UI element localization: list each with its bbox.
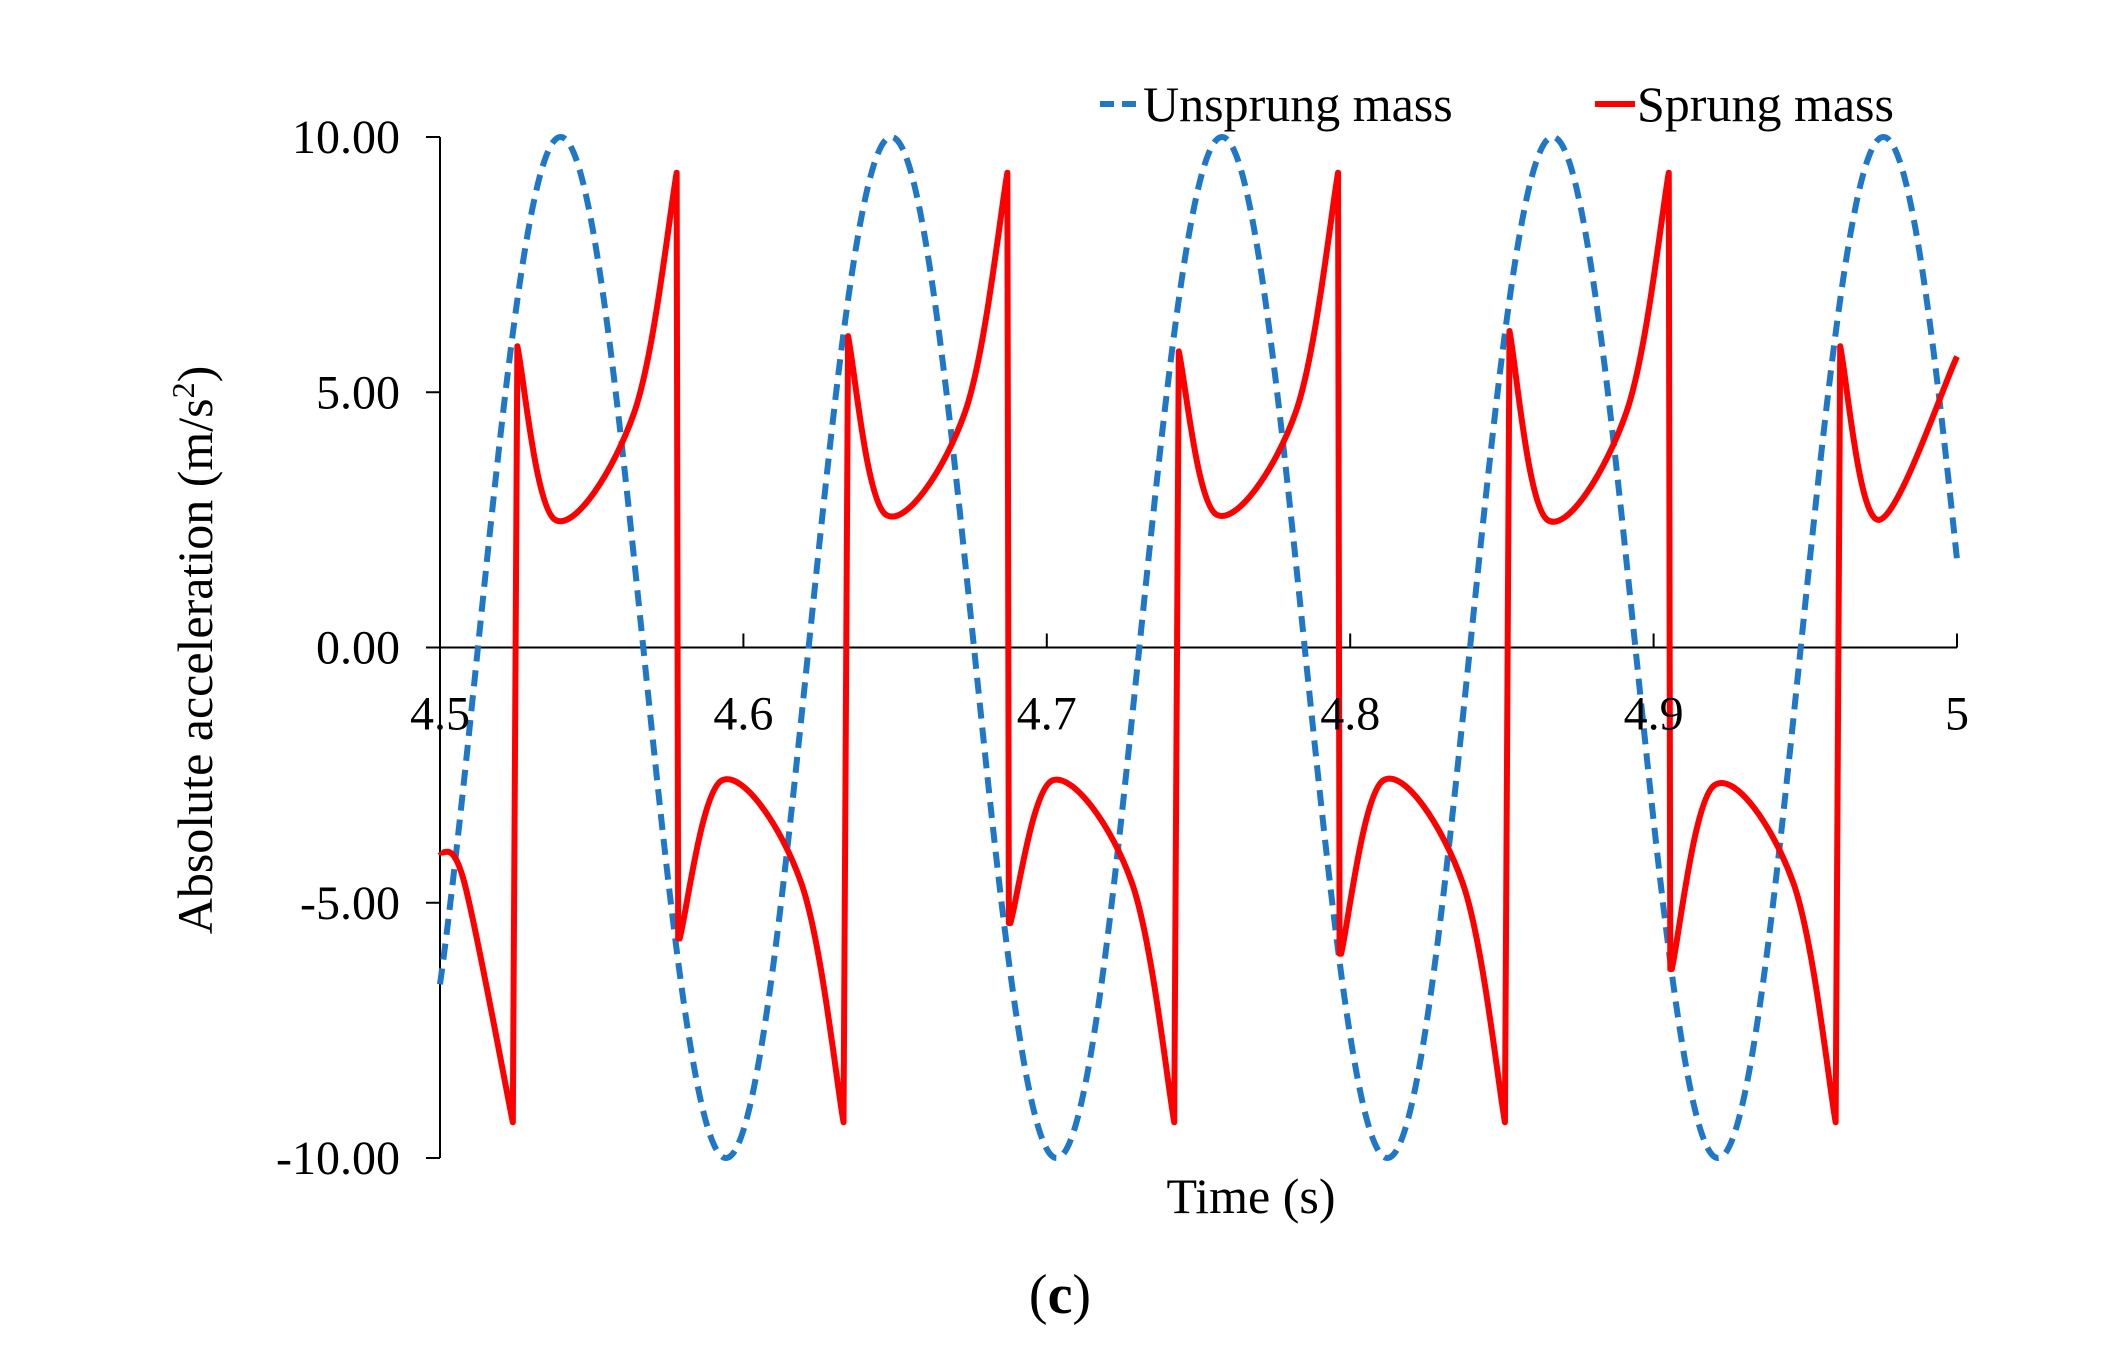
y-axis-title-suffix: ): [167, 366, 223, 383]
legend-unsprung-label: Unsprung mass: [1143, 76, 1453, 132]
y-axis-title-superscript: 2: [165, 382, 201, 398]
x-tick-label: 4.8: [1320, 688, 1380, 741]
x-tick-label: 5: [1945, 688, 1969, 741]
panel-label-open: (: [1029, 1264, 1048, 1326]
series-sprung-mass-line: [437, 169, 1960, 1126]
y-tick-label: 5.00: [316, 366, 400, 419]
y-axis-title-main: Absolute acceleration (m/s: [167, 398, 223, 934]
legend: Unsprung mass Sprung mass: [1100, 76, 1894, 132]
tick-labels: 10.00 5.00 0.00 -5.00 -10.00 4.5 4.6 4.7 4.8 4.9 5: [276, 111, 1969, 1185]
axes: [426, 136, 1958, 1159]
x-axis-title: Time (s): [1166, 1168, 1335, 1224]
x-tick-label: 4.9: [1624, 688, 1684, 741]
x-tick-label: 4.5: [410, 688, 470, 741]
x-tick-label: 4.7: [1017, 688, 1077, 741]
y-tick-label: -5.00: [300, 877, 400, 930]
y-axis-title: Absolute acceleration (m/s2): [165, 366, 223, 935]
panel-label-letter: c: [1048, 1264, 1073, 1326]
x-tick-label: 4.6: [713, 688, 773, 741]
y-tick-label: 10.00: [292, 111, 400, 164]
legend-sprung-label: Sprung mass: [1637, 76, 1894, 132]
y-tick-label: 0.00: [316, 622, 400, 675]
panel-label-close: ): [1072, 1264, 1091, 1326]
series-layer: [437, 134, 1960, 1161]
y-tick-label: -10.00: [276, 1132, 400, 1185]
panel-label: (c): [1029, 1264, 1091, 1326]
series-unsprung-mass-line: [437, 134, 1960, 1161]
